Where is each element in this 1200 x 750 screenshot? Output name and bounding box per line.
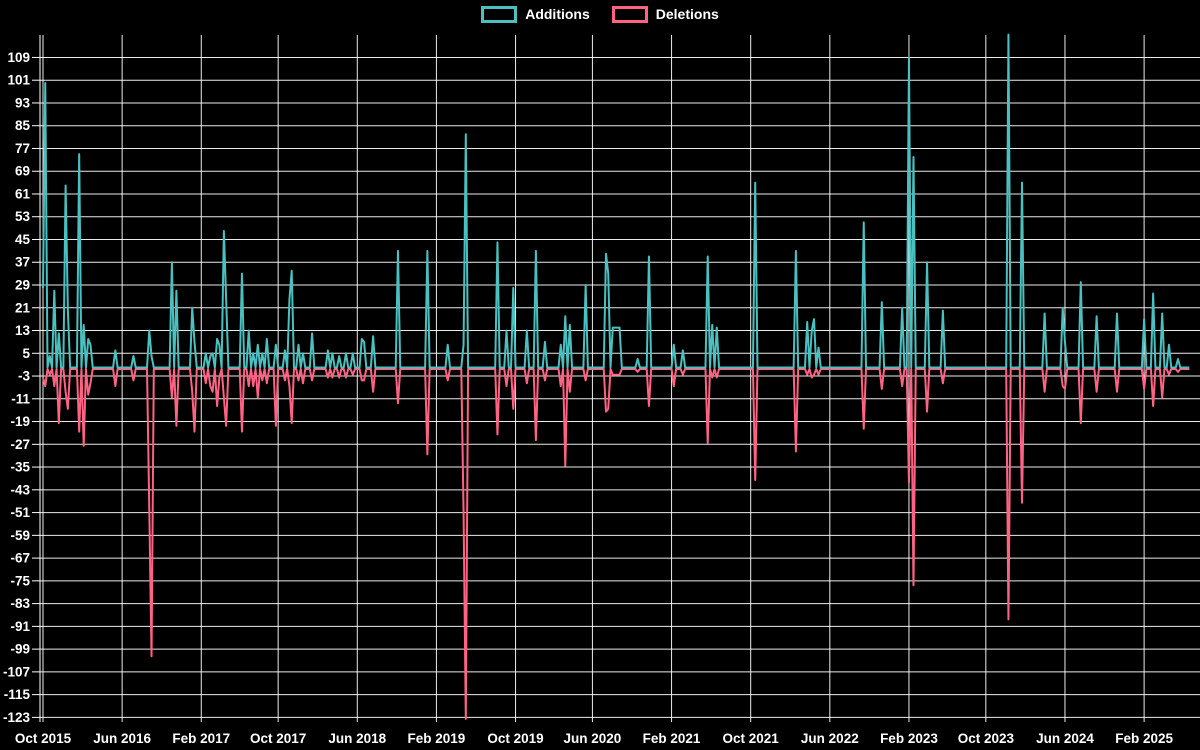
y-tick-label: -43 (10, 482, 30, 497)
legend-label: Additions (525, 6, 590, 22)
legend-item-additions[interactable]: Additions (481, 6, 590, 23)
legend-item-deletions[interactable]: Deletions (611, 6, 719, 23)
y-tick-label: -51 (10, 505, 30, 520)
x-tick-label: Oct 2021 (723, 731, 780, 746)
y-tick-label: 61 (15, 186, 31, 201)
x-tick-label: Jun 2024 (1036, 731, 1094, 746)
y-tick-label: 5 (22, 346, 30, 361)
y-tick-label: 13 (15, 323, 31, 338)
y-tick-label: -11 (11, 391, 30, 406)
y-tick-label: 69 (15, 164, 30, 179)
y-tick-label: 77 (15, 141, 30, 156)
y-tick-label: 45 (15, 232, 31, 247)
y-tick-label: 29 (15, 278, 30, 293)
chart-legend: Additions Deletions (0, 6, 1200, 23)
y-tick-label: -59 (10, 528, 30, 543)
x-tick-label: Oct 2023 (958, 731, 1015, 746)
legend-swatch-deletions (611, 6, 648, 23)
deletions-line (42, 368, 1190, 720)
x-tick-label: Feb 2017 (172, 731, 230, 746)
y-tick-label: 53 (15, 209, 31, 224)
y-tick-label: -67 (10, 551, 30, 566)
x-tick-label: Oct 2019 (487, 731, 543, 746)
x-tick-label: Feb 2019 (408, 731, 466, 746)
x-tick-label: Jun 2022 (801, 731, 859, 746)
y-tick-label: -83 (10, 596, 30, 611)
additions-line (42, 33, 1190, 369)
y-tick-label: 101 (7, 73, 30, 88)
y-tick-label: -3 (18, 369, 30, 384)
y-tick-label: -115 (4, 687, 31, 702)
legend-label: Deletions (655, 6, 719, 22)
y-tick-label: 93 (15, 95, 31, 110)
y-tick-label: -107 (3, 664, 30, 679)
y-tick-label: -91 (10, 619, 30, 634)
y-tick-label: 37 (15, 255, 30, 270)
x-tick-label: Jun 2020 (564, 731, 622, 746)
legend-swatch-additions (481, 6, 518, 23)
x-tick-label: Feb 2021 (643, 731, 701, 746)
y-tick-label: -27 (10, 437, 30, 452)
y-tick-label: -19 (10, 414, 30, 429)
y-tick-label: 85 (15, 118, 31, 133)
y-tick-label: -75 (10, 573, 30, 588)
y-tick-label: 21 (15, 300, 31, 315)
y-tick-label: 109 (7, 50, 30, 65)
x-tick-label: Jun 2016 (93, 731, 151, 746)
y-tick-label: -99 (10, 642, 30, 657)
x-tick-label: Feb 2025 (1115, 731, 1173, 746)
x-tick-label: Oct 2017 (250, 731, 306, 746)
y-tick-label: -123 (3, 710, 31, 725)
x-tick-label: Oct 2015 (15, 731, 72, 746)
y-tick-label: -35 (10, 460, 30, 475)
x-tick-label: Feb 2023 (880, 731, 938, 746)
x-tick-label: Jun 2018 (328, 731, 386, 746)
